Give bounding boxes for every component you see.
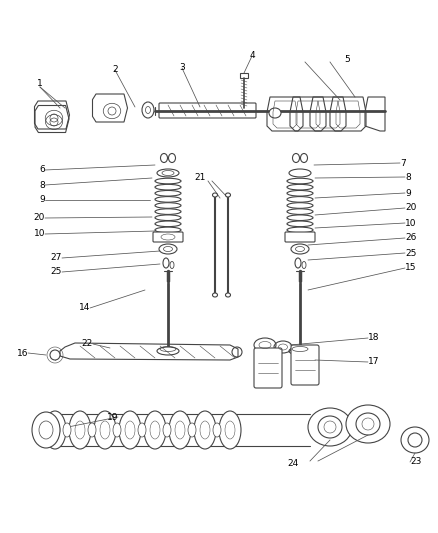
Ellipse shape bbox=[155, 184, 181, 190]
Ellipse shape bbox=[287, 221, 313, 227]
Text: 25: 25 bbox=[51, 268, 62, 277]
FancyBboxPatch shape bbox=[291, 345, 319, 385]
Text: 9: 9 bbox=[39, 196, 45, 205]
Ellipse shape bbox=[226, 293, 230, 297]
Ellipse shape bbox=[88, 423, 96, 437]
FancyBboxPatch shape bbox=[285, 232, 315, 242]
Ellipse shape bbox=[287, 215, 313, 221]
Ellipse shape bbox=[155, 215, 181, 221]
Ellipse shape bbox=[287, 178, 313, 184]
Ellipse shape bbox=[32, 412, 60, 448]
Text: 19: 19 bbox=[106, 413, 118, 422]
Text: 18: 18 bbox=[368, 334, 379, 343]
Text: 2: 2 bbox=[112, 66, 118, 75]
Ellipse shape bbox=[269, 108, 281, 118]
Ellipse shape bbox=[157, 169, 179, 177]
Text: 10: 10 bbox=[33, 230, 45, 238]
Ellipse shape bbox=[226, 193, 230, 197]
Text: 8: 8 bbox=[39, 181, 45, 190]
Text: 9: 9 bbox=[405, 189, 411, 198]
Ellipse shape bbox=[287, 203, 313, 208]
Ellipse shape bbox=[287, 197, 313, 202]
Ellipse shape bbox=[291, 244, 309, 254]
Ellipse shape bbox=[157, 347, 179, 355]
Text: 3: 3 bbox=[179, 63, 185, 72]
Ellipse shape bbox=[163, 423, 171, 437]
Ellipse shape bbox=[219, 411, 241, 449]
Ellipse shape bbox=[287, 209, 313, 214]
Text: 16: 16 bbox=[17, 349, 28, 358]
Ellipse shape bbox=[155, 190, 181, 196]
Text: 21: 21 bbox=[194, 173, 206, 182]
Ellipse shape bbox=[94, 411, 116, 449]
Ellipse shape bbox=[346, 405, 390, 443]
Ellipse shape bbox=[287, 227, 313, 233]
Text: 27: 27 bbox=[51, 254, 62, 262]
Ellipse shape bbox=[287, 184, 313, 190]
Text: 20: 20 bbox=[405, 204, 417, 213]
Text: 5: 5 bbox=[344, 55, 350, 64]
Ellipse shape bbox=[119, 411, 141, 449]
Ellipse shape bbox=[155, 203, 181, 208]
Ellipse shape bbox=[401, 427, 429, 453]
Ellipse shape bbox=[308, 408, 352, 446]
Text: 23: 23 bbox=[410, 457, 421, 466]
Ellipse shape bbox=[155, 197, 181, 202]
Ellipse shape bbox=[159, 244, 177, 254]
Text: 26: 26 bbox=[405, 233, 417, 243]
FancyBboxPatch shape bbox=[254, 348, 282, 388]
Ellipse shape bbox=[155, 178, 181, 184]
Ellipse shape bbox=[289, 347, 311, 355]
Text: 14: 14 bbox=[79, 303, 90, 312]
Circle shape bbox=[50, 350, 60, 360]
Ellipse shape bbox=[289, 169, 311, 177]
Text: 8: 8 bbox=[405, 173, 411, 182]
Ellipse shape bbox=[63, 423, 71, 437]
Ellipse shape bbox=[144, 411, 166, 449]
Text: 25: 25 bbox=[405, 248, 417, 257]
Ellipse shape bbox=[155, 209, 181, 214]
Text: 24: 24 bbox=[287, 459, 299, 469]
Ellipse shape bbox=[212, 293, 218, 297]
Text: 17: 17 bbox=[368, 358, 379, 367]
Text: 10: 10 bbox=[405, 219, 417, 228]
Ellipse shape bbox=[188, 423, 196, 437]
Text: 6: 6 bbox=[39, 166, 45, 174]
Ellipse shape bbox=[155, 221, 181, 227]
Ellipse shape bbox=[287, 190, 313, 196]
Text: 20: 20 bbox=[34, 214, 45, 222]
Ellipse shape bbox=[212, 193, 218, 197]
Text: 4: 4 bbox=[249, 52, 255, 61]
Ellipse shape bbox=[44, 411, 66, 449]
Text: 15: 15 bbox=[405, 263, 417, 272]
Ellipse shape bbox=[113, 423, 121, 437]
Ellipse shape bbox=[194, 411, 216, 449]
Text: 22: 22 bbox=[82, 340, 93, 349]
Ellipse shape bbox=[213, 423, 221, 437]
Ellipse shape bbox=[169, 411, 191, 449]
Ellipse shape bbox=[138, 423, 146, 437]
Ellipse shape bbox=[155, 227, 181, 233]
FancyBboxPatch shape bbox=[153, 232, 183, 242]
Ellipse shape bbox=[69, 411, 91, 449]
Text: 7: 7 bbox=[400, 158, 406, 167]
Text: 1: 1 bbox=[37, 78, 43, 87]
